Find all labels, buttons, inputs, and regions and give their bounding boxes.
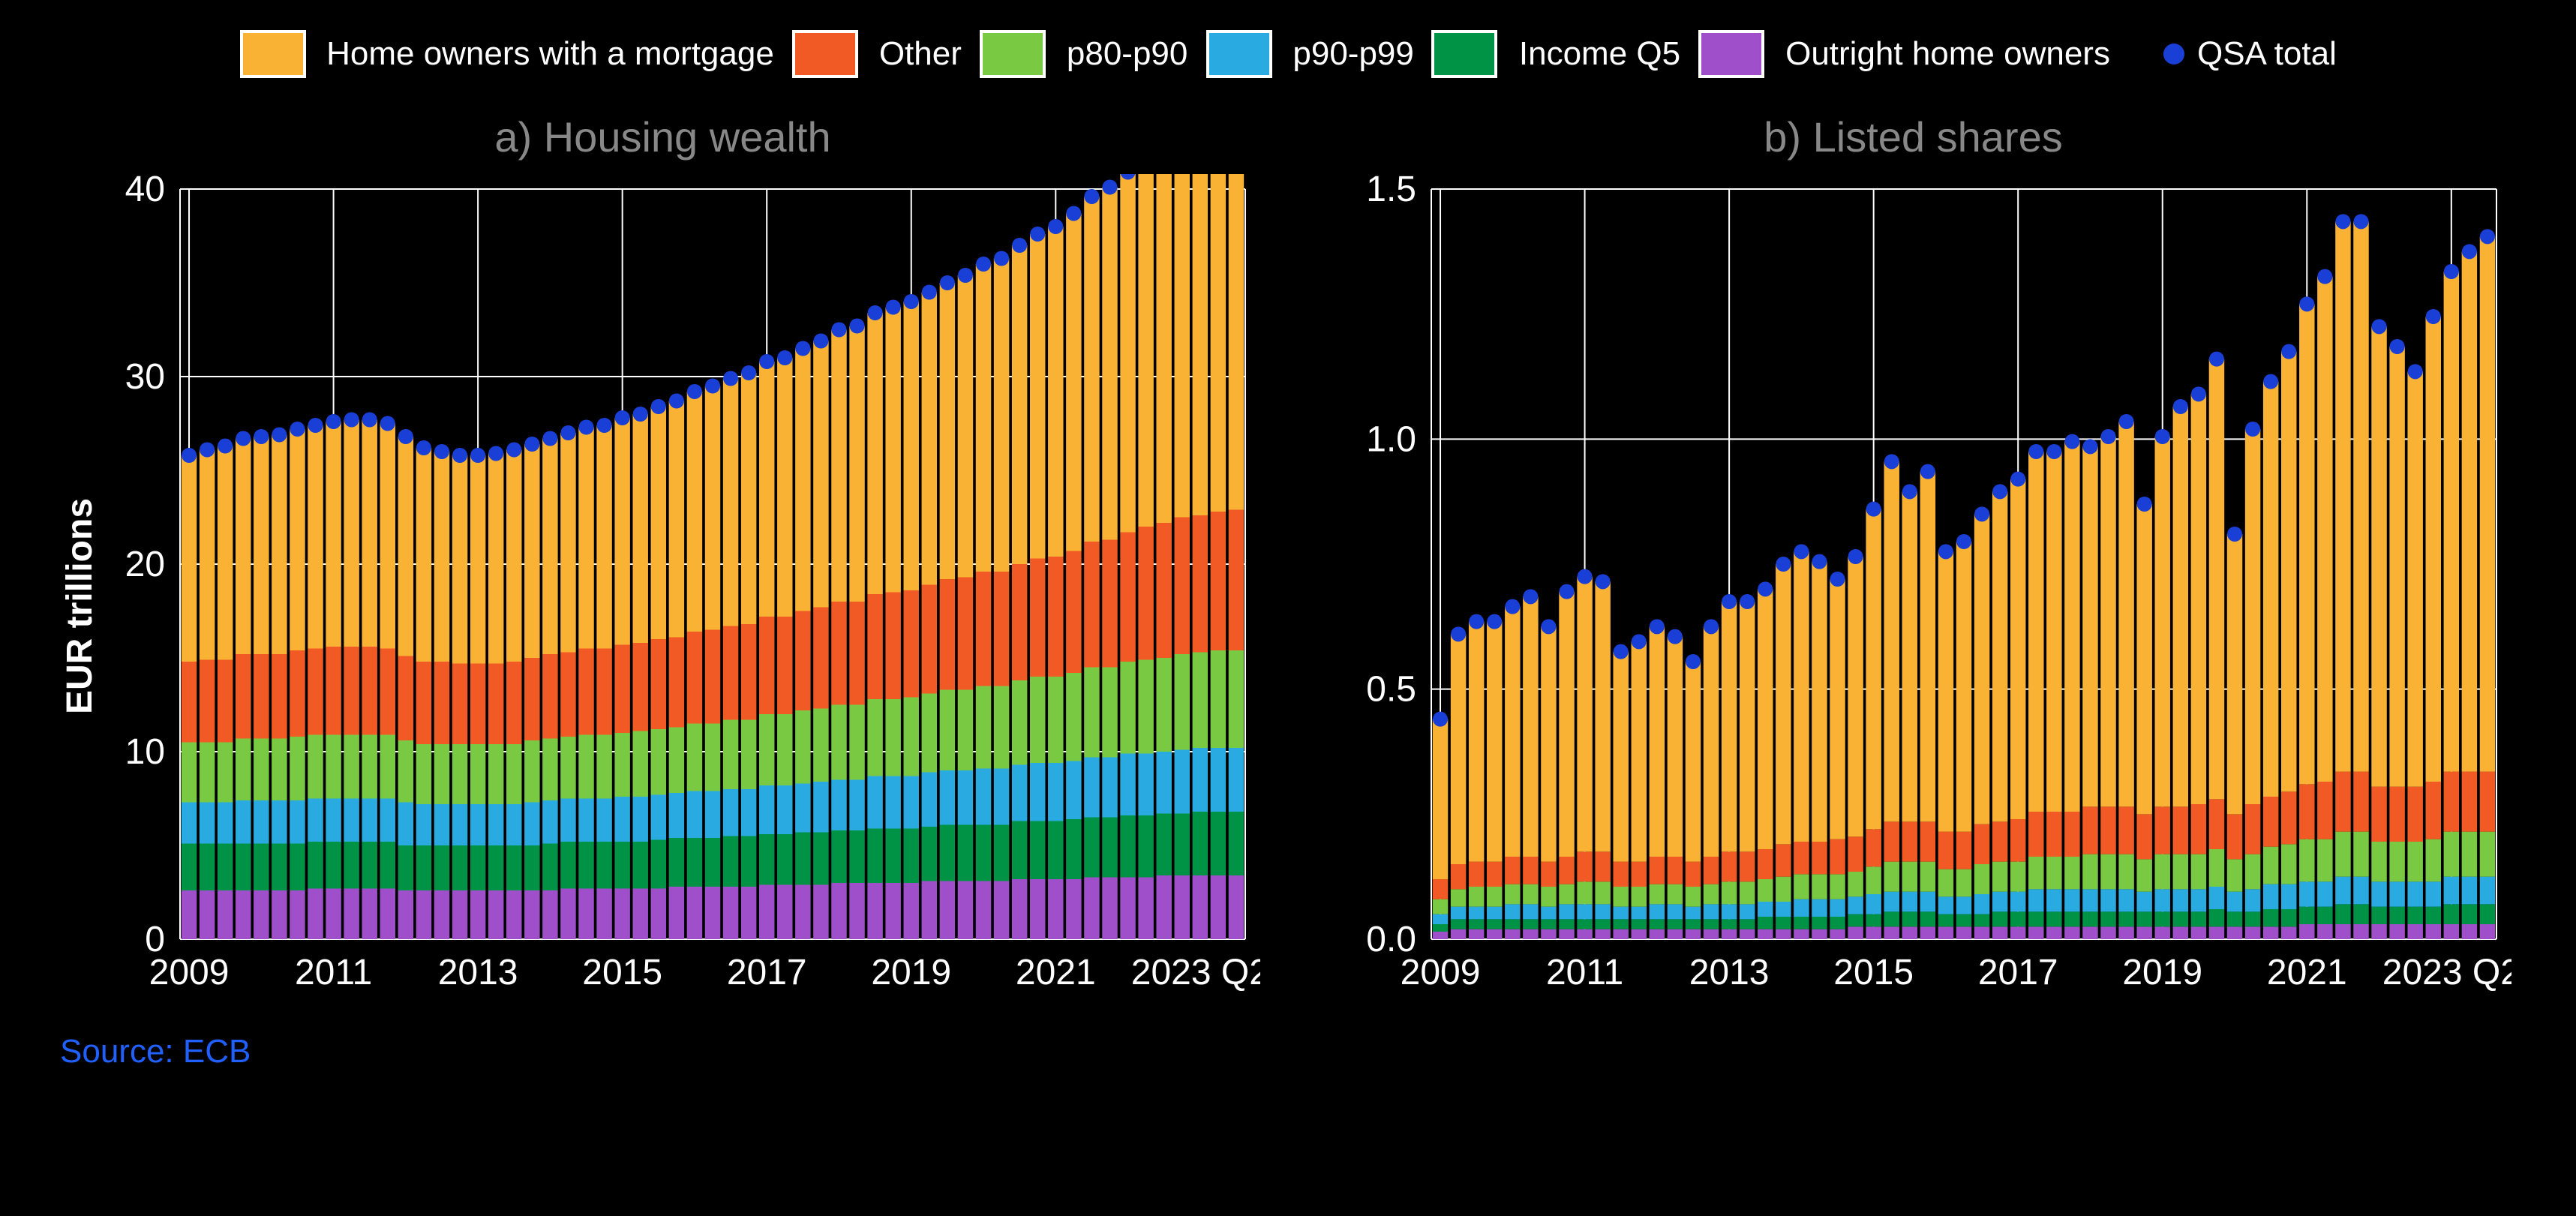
chart-b-svg: 0.00.51.01.52009201120132015201720192021… bbox=[1311, 174, 2511, 1014]
legend-item: Income Q5 bbox=[1432, 30, 1680, 78]
legend-dot-icon bbox=[2164, 44, 2185, 65]
legend-marker-item: QSA total bbox=[2164, 35, 2337, 74]
legend-swatch bbox=[239, 30, 305, 78]
svg-text:2023 Q2: 2023 Q2 bbox=[2382, 953, 2511, 992]
legend: Home owners with a mortgage Other p80-p90 p… bbox=[60, 30, 2516, 78]
chart-panel-housing: a) Housing wealth 0102030402009201120132… bbox=[60, 114, 1265, 1014]
legend-label: Outright home owners bbox=[1785, 35, 2110, 74]
chart-title-a: a) Housing wealth bbox=[60, 114, 1265, 162]
svg-text:2009: 2009 bbox=[1400, 953, 1480, 992]
chart-panel-shares: b) Listed shares 0.00.51.01.520092011201… bbox=[1311, 114, 2516, 1014]
legend-marker-label: QSA total bbox=[2197, 35, 2337, 74]
legend-label: Home owners with a mortgage bbox=[326, 35, 774, 74]
legend-swatch bbox=[792, 30, 858, 78]
legend-item: Other bbox=[792, 30, 962, 78]
legend-item: Outright home owners bbox=[1698, 30, 2110, 78]
svg-text:1.5: 1.5 bbox=[1365, 174, 1416, 209]
svg-text:2009: 2009 bbox=[149, 953, 230, 992]
svg-text:2011: 2011 bbox=[295, 953, 372, 992]
legend-swatch bbox=[1205, 30, 1271, 78]
svg-text:2011: 2011 bbox=[1545, 953, 1623, 992]
legend-label: p80-p90 bbox=[1067, 35, 1188, 74]
legend-item: Home owners with a mortgage bbox=[239, 30, 774, 78]
legend-item: p90-p99 bbox=[1205, 30, 1414, 78]
svg-text:2019: 2019 bbox=[2121, 953, 2202, 992]
svg-text:2015: 2015 bbox=[582, 953, 662, 992]
svg-text:2015: 2015 bbox=[1833, 953, 1913, 992]
legend-swatch bbox=[1698, 30, 1764, 78]
source-label: Source: ECB bbox=[60, 1032, 2516, 1071]
legend-label: Other bbox=[879, 35, 962, 74]
svg-text:2017: 2017 bbox=[727, 953, 807, 992]
legend-label: Income Q5 bbox=[1519, 35, 1680, 74]
svg-text:2021: 2021 bbox=[2266, 953, 2346, 992]
chart-a-svg: 0102030402009201120132015201720192021202… bbox=[60, 174, 1260, 1014]
svg-text:2017: 2017 bbox=[1977, 953, 2058, 992]
svg-text:1.0: 1.0 bbox=[1365, 419, 1416, 459]
svg-text:2013: 2013 bbox=[438, 953, 518, 992]
legend-swatch bbox=[980, 30, 1046, 78]
svg-text:20: 20 bbox=[125, 545, 165, 584]
svg-text:30: 30 bbox=[125, 357, 165, 397]
svg-text:2021: 2021 bbox=[1016, 953, 1096, 992]
svg-text:2019: 2019 bbox=[871, 953, 951, 992]
svg-text:10: 10 bbox=[125, 732, 165, 772]
legend-swatch bbox=[1432, 30, 1498, 78]
chart-title-b: b) Listed shares bbox=[1311, 114, 2516, 162]
svg-text:40: 40 bbox=[125, 174, 165, 209]
svg-text:2023 Q2: 2023 Q2 bbox=[1131, 953, 1260, 992]
legend-item: p80-p90 bbox=[980, 30, 1188, 78]
svg-text:2013: 2013 bbox=[1689, 953, 1769, 992]
legend-label: p90-p99 bbox=[1293, 35, 1414, 74]
svg-text:0.5: 0.5 bbox=[1365, 670, 1416, 710]
